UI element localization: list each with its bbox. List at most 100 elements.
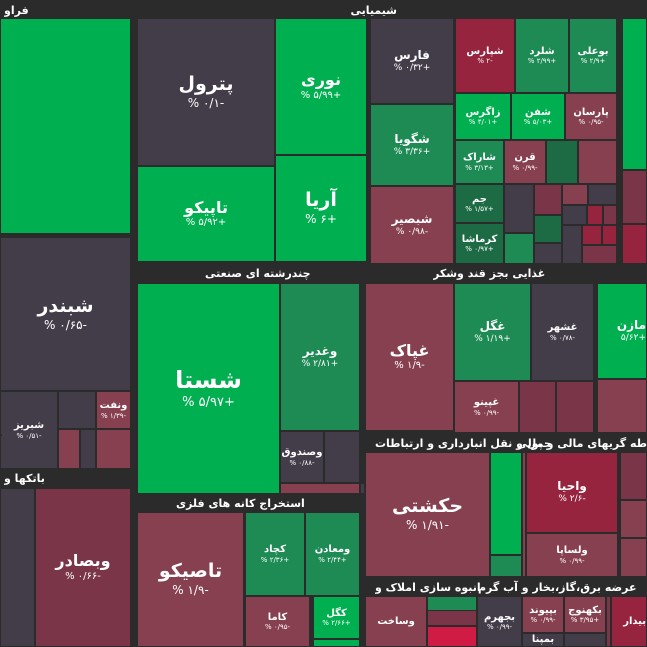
price-change: -۰/۹۹ %	[559, 556, 585, 565]
stock-tile[interactable]: کگل +۲/۶۶ %	[313, 596, 360, 639]
stock-tile[interactable]	[622, 18, 647, 170]
stock-tile[interactable]: پارسان -۰/۹۵ %	[565, 93, 617, 140]
stock-tile[interactable]: وغدیر +۲/۸۱ %	[280, 283, 360, 431]
stock-tile[interactable]: تاپیکو +۵/۹۲ %	[137, 166, 275, 262]
stock-tile[interactable]: ولساپا -۰/۹۹ %	[526, 533, 618, 577]
stock-tile[interactable]	[546, 140, 578, 184]
stock-symbol: شفن	[524, 106, 552, 118]
stock-tile[interactable]: کچاد +۲/۳۶ %	[245, 512, 305, 596]
stock-tile[interactable]	[80, 429, 96, 469]
stock-tile[interactable]: وساخت	[365, 596, 427, 647]
stock-tile[interactable]	[620, 500, 647, 538]
stock-tile[interactable]	[504, 184, 534, 233]
stock-tile[interactable]	[313, 639, 360, 647]
stock-tile[interactable]: شفن +۵/۰۳ %	[511, 93, 565, 140]
stock-symbol: غشهر	[547, 322, 578, 334]
stock-tile[interactable]	[58, 429, 80, 469]
stock-tile[interactable]	[587, 205, 603, 225]
stock-tile[interactable]: غپاک -۱/۹ %	[365, 283, 454, 431]
stock-tile[interactable]: مازن +۵/۶۲	[597, 283, 647, 379]
stock-tile[interactable]: کرماشا +۰/۹۷ %	[455, 223, 504, 264]
stock-tile[interactable]	[582, 245, 617, 264]
stock-tile[interactable]: بکهنوج +۳/۹۵ %	[564, 596, 606, 633]
stock-tile[interactable]	[602, 225, 617, 245]
price-change: -۰/۹۸ %	[395, 226, 429, 237]
stock-tile[interactable]: وبصادر -۰/۶۶ %	[35, 488, 131, 647]
stock-tile[interactable]	[0, 434, 2, 436]
stock-tile[interactable]	[534, 243, 562, 264]
stock-tile[interactable]: فارس +۰/۳۲ %	[370, 18, 454, 104]
stock-tile[interactable]	[562, 225, 582, 264]
stock-tile[interactable]: غگل +۱/۱۹ %	[454, 283, 531, 381]
stock-tile[interactable]	[0, 488, 35, 647]
stock-tile[interactable]	[620, 538, 647, 577]
stock-tile[interactable]	[603, 205, 617, 225]
stock-tile[interactable]: کاما -۰/۹۵ %	[245, 596, 310, 647]
stock-tile[interactable]: قرن -۰/۹۹ %	[504, 140, 546, 184]
stock-tile[interactable]: بیدار	[611, 596, 647, 647]
stock-tile[interactable]: شبندر -۰/۶۵ %	[0, 237, 131, 391]
stock-tile[interactable]	[519, 381, 556, 433]
stock-tile[interactable]: غشهر -۰/۷۸ %	[531, 283, 594, 381]
stock-tile[interactable]	[280, 483, 360, 494]
sector-label: استخراج کانه های فلزی	[176, 497, 305, 510]
stock-tile[interactable]: پترول -۰/۱ %	[137, 18, 275, 166]
stock-tile[interactable]	[620, 452, 647, 500]
stock-tile[interactable]: شبصیر -۰/۹۸ %	[370, 186, 454, 264]
stock-tile[interactable]	[556, 381, 594, 433]
stock-tile[interactable]	[622, 264, 647, 266]
stock-tile[interactable]: بجهرم -۰/۹۹ %	[477, 596, 522, 647]
stock-tile[interactable]	[324, 431, 360, 483]
stock-tile[interactable]	[534, 215, 562, 243]
stock-tile[interactable]: شلرد +۲/۹۹ %	[515, 18, 569, 93]
stock-tile[interactable]: شگویا +۳/۳۶ %	[370, 104, 454, 186]
stock-tile[interactable]: ومعادن +۲/۴۴ %	[305, 512, 360, 596]
price-change: +۲/۹۹ %	[527, 57, 557, 66]
stock-tile[interactable]: بوعلی +۲/۹ %	[569, 18, 617, 93]
stock-tile[interactable]	[622, 170, 647, 224]
stock-tile[interactable]	[588, 184, 617, 205]
stock-tile[interactable]: زاگرس +۴/۰۱ %	[455, 93, 511, 140]
stock-tile[interactable]	[522, 452, 526, 577]
stock-tile[interactable]: شبریز -۰/۵۱ %	[0, 391, 58, 469]
price-change: -۲/۶ %	[558, 494, 586, 504]
stock-tile[interactable]: بپیوند -۰/۹۹ %	[522, 596, 564, 633]
price-change: +۲/۸۱ %	[301, 358, 339, 369]
stock-tile[interactable]	[0, 18, 131, 234]
stock-tile[interactable]	[578, 140, 617, 184]
price-change: +۰/۳۲ %	[393, 62, 431, 73]
stock-symbol: بیدار	[623, 615, 646, 627]
stock-tile[interactable]: شپارس -۲ %	[455, 18, 515, 93]
stock-tile[interactable]: آریا +۶ %	[275, 155, 367, 262]
stock-tile[interactable]	[622, 224, 647, 264]
stock-symbol: غپاک	[389, 340, 430, 360]
stock-tile[interactable]	[360, 483, 365, 494]
stock-tile[interactable]	[534, 184, 562, 215]
stock-tile[interactable]: واحیا -۲/۶ %	[526, 452, 618, 533]
stock-tile[interactable]: شستا +۵/۹۷ %	[137, 283, 280, 494]
stock-tile[interactable]: وصندوق -۰/۸۸ %	[280, 431, 324, 483]
stock-symbol: بپیوند	[529, 604, 557, 616]
sector-label: غذایی بجز قند وشکر	[433, 267, 546, 280]
stock-tile[interactable]: تاصیکو -۱/۹ %	[137, 512, 244, 647]
stock-tile[interactable]	[96, 429, 131, 469]
stock-tile[interactable]	[490, 555, 522, 577]
stock-tile[interactable]	[504, 233, 534, 264]
stock-tile[interactable]	[582, 225, 602, 245]
stock-tile[interactable]	[606, 596, 611, 647]
stock-tile[interactable]	[564, 633, 606, 647]
stock-tile[interactable]: جم +۱/۵۷ %	[455, 184, 504, 223]
stock-tile[interactable]	[597, 379, 647, 433]
stock-tile[interactable]: شاراک +۳/۱۳ %	[455, 140, 504, 184]
stock-tile[interactable]	[427, 610, 477, 626]
stock-tile[interactable]: بمپنا	[522, 633, 564, 647]
stock-tile[interactable]	[562, 184, 588, 205]
stock-tile[interactable]: غپینو -۰/۹۹ %	[454, 381, 519, 433]
stock-tile[interactable]	[427, 626, 477, 647]
stock-tile[interactable]: حکشتی -۱/۹۱ %	[365, 452, 490, 577]
stock-tile[interactable]: نوری +۵/۹۹ %	[275, 18, 367, 155]
stock-tile[interactable]: ونفت -۱/۳۹ %	[96, 391, 131, 429]
stock-tile[interactable]	[490, 452, 522, 555]
stock-tile[interactable]	[58, 391, 96, 429]
stock-tile[interactable]	[562, 205, 587, 225]
